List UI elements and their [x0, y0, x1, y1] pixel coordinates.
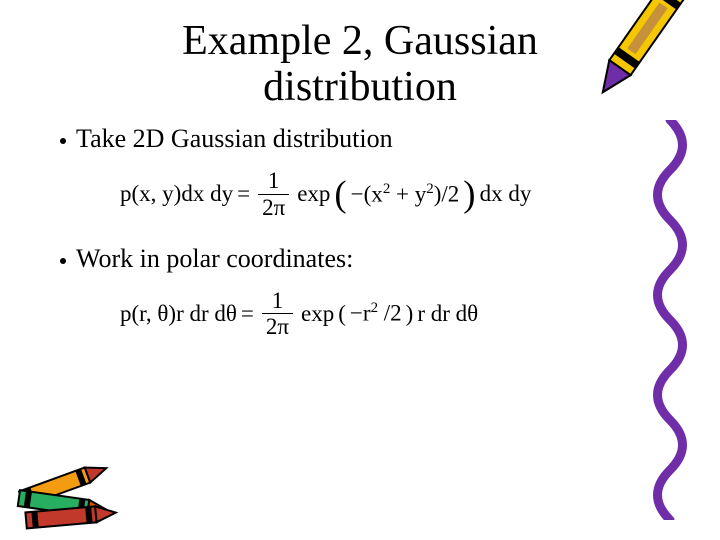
exp-label: exp — [297, 181, 330, 207]
bullet-item: Take 2D Gaussian distribution — [60, 124, 660, 154]
formula-tail: dx dy — [480, 181, 532, 207]
bullet-dot-icon — [60, 138, 66, 144]
fraction-denominator: 2π — [262, 314, 293, 339]
formula-polar: p(r, θ)r dr dθ = 1 2π exp ( −r2 /2 ) r d… — [120, 288, 660, 340]
bullet-item: Work in polar coordinates: — [60, 244, 660, 274]
exp-label: exp — [301, 301, 334, 327]
fraction: 1 2π — [262, 288, 293, 340]
exp-arg: −r2 /2 — [350, 300, 402, 327]
fraction-numerator: 1 — [268, 288, 288, 313]
bullet-dot-icon — [60, 258, 66, 264]
paren-close: ) — [406, 301, 414, 327]
formula-lhs: p(x, y)dx dy — [120, 181, 233, 207]
slide-content: Take 2D Gaussian distribution p(x, y)dx … — [0, 110, 720, 339]
formula-lhs: p(r, θ)r dr dθ — [120, 301, 237, 327]
bullet-text: Work in polar coordinates: — [76, 244, 353, 274]
exp-arg: −(x2 + y2)/2 — [351, 181, 460, 208]
fraction-numerator: 1 — [264, 168, 284, 193]
decor-crayons-bottom-left — [14, 440, 134, 530]
bullet-text: Take 2D Gaussian distribution — [76, 124, 393, 154]
equals-sign: = — [237, 181, 250, 207]
formula-cartesian: p(x, y)dx dy = 1 2π exp ( −(x2 + y2)/2 )… — [120, 168, 660, 220]
equals-sign: = — [241, 301, 254, 327]
decor-squiggle — [640, 120, 700, 520]
paren-close: ) — [463, 179, 475, 208]
paren-open: ( — [338, 301, 346, 327]
paren-open: ( — [334, 179, 346, 208]
fraction: 1 2π — [258, 168, 289, 220]
fraction-denominator: 2π — [258, 195, 289, 220]
formula-tail: r dr dθ — [417, 301, 478, 327]
decor-crayon-top-right — [582, 0, 712, 130]
